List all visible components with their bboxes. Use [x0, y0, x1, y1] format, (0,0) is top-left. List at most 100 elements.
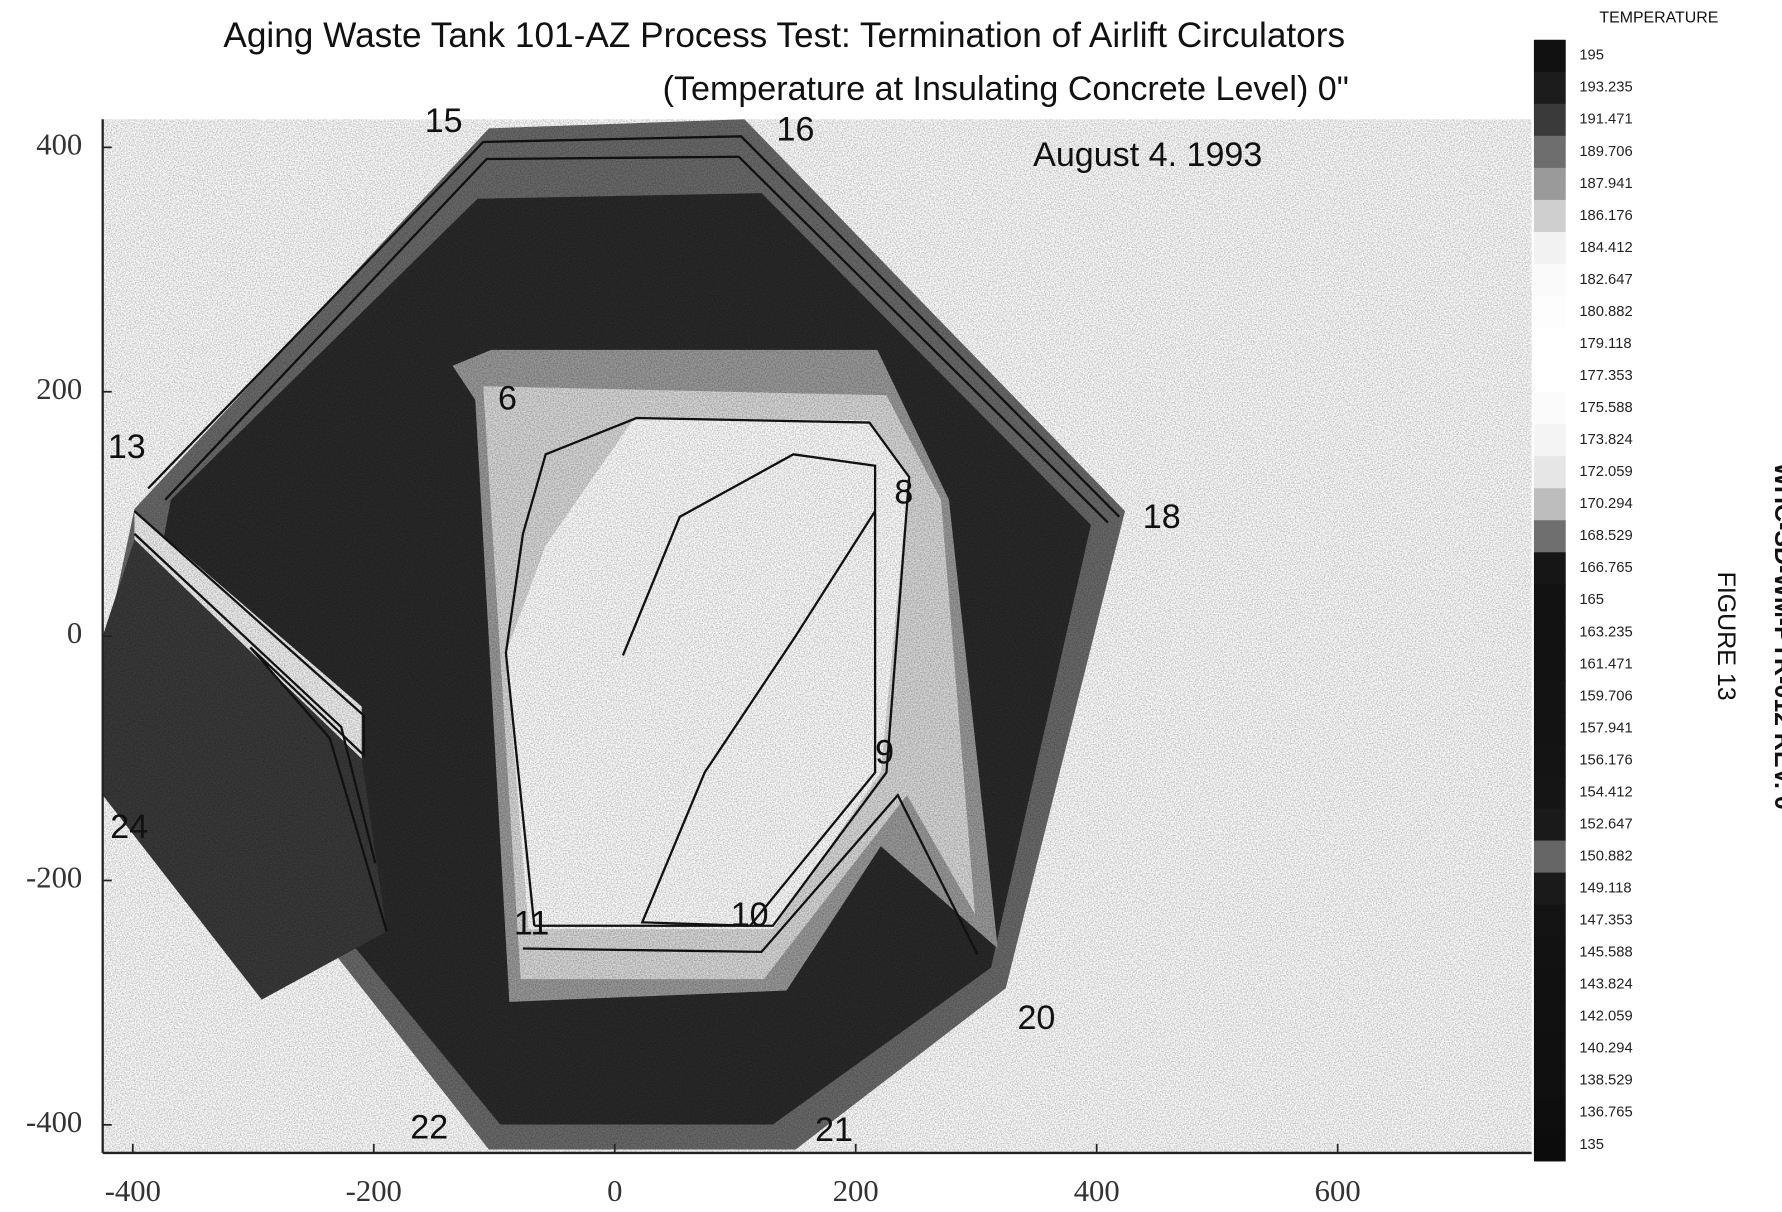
contour-line — [164, 155, 1109, 524]
colorbar-label: 187.941 — [1579, 176, 1632, 192]
thermocouple-label: 16 — [777, 110, 815, 148]
colorbar-segment — [1533, 456, 1566, 489]
colorbar-title: TEMPERATURE — [1599, 9, 1718, 26]
colorbar-segment — [1533, 424, 1566, 457]
colorbar-segment — [1533, 1064, 1566, 1098]
colorbar-segment — [1533, 167, 1566, 201]
colorbar-label: 166.765 — [1579, 560, 1632, 576]
colorbar-label: 177.353 — [1579, 368, 1632, 384]
x-tick-label: -200 — [346, 1174, 402, 1208]
colorbar-segment — [1533, 1128, 1566, 1162]
colorbar-segment — [1533, 360, 1566, 393]
x-tick-label: 0 — [607, 1174, 622, 1208]
colorbar-label: 138.529 — [1579, 1073, 1632, 1089]
x-tick-label: -400 — [105, 1174, 161, 1208]
colorbar-segment — [1533, 584, 1566, 617]
colorbar-segment — [1533, 776, 1566, 810]
colorbar-label: 156.176 — [1579, 752, 1632, 768]
colorbar-label: 184.412 — [1579, 240, 1632, 256]
colorbar-segment — [1533, 1096, 1566, 1130]
thermocouple-label: 24 — [110, 808, 148, 846]
colorbar-label: 172.059 — [1579, 464, 1632, 480]
colorbar-label: 165 — [1579, 592, 1604, 608]
thermocouple-label: 18 — [1143, 498, 1181, 536]
colorbar-label: 142.059 — [1579, 1009, 1632, 1025]
chart-subtitle: (Temperature at Insulating Concrete Leve… — [663, 70, 1349, 108]
colorbar-segment — [1533, 1032, 1566, 1066]
colorbar-label: 159.706 — [1579, 688, 1632, 704]
colorbar-segment — [1533, 488, 1566, 521]
contour-line — [522, 793, 979, 955]
colorbar-segment — [1533, 552, 1566, 585]
thermocouple-label: 13 — [108, 428, 146, 466]
colorbar-label: 168.529 — [1579, 528, 1632, 544]
thermocouple-label: 6 — [498, 379, 517, 417]
colorbar-label: 195 — [1579, 48, 1604, 64]
colorbar-label: 147.353 — [1579, 913, 1632, 929]
thermocouple-label: 22 — [410, 1109, 448, 1147]
document-id: WHC-SD-WM-PTR-012 REV. 0 — [1769, 462, 1782, 809]
colorbar-label: 189.706 — [1579, 144, 1632, 160]
colorbar-label: 191.471 — [1579, 112, 1632, 128]
thermocouple-label: 15 — [425, 102, 463, 140]
colorbar-segment — [1533, 744, 1566, 778]
colorbar-segment — [1533, 680, 1566, 714]
colorbar-label: 175.588 — [1579, 400, 1632, 416]
colorbar-segment — [1533, 231, 1566, 265]
colorbar-segment — [1533, 904, 1566, 938]
colorbar-segment — [1533, 840, 1566, 874]
colorbar-label: 182.647 — [1579, 272, 1632, 288]
x-tick-label: 400 — [1074, 1174, 1120, 1208]
colorbar-label: 163.235 — [1579, 624, 1632, 640]
colorbar-label: 154.412 — [1579, 784, 1632, 800]
contour-line — [504, 416, 911, 927]
colorbar-label: 161.471 — [1579, 656, 1632, 672]
colorbar-label: 186.176 — [1579, 208, 1632, 224]
thermocouple-label: 9 — [875, 734, 894, 772]
colorbar-label: 170.294 — [1579, 496, 1632, 512]
y-tick-label: 400 — [36, 127, 82, 161]
colorbar-segment — [1533, 135, 1566, 169]
colorbar-segment — [1533, 712, 1566, 746]
colorbar-label: 135 — [1579, 1137, 1604, 1153]
chart-title: Aging Waste Tank 101-AZ Process Test: Te… — [223, 16, 1345, 55]
contour-line — [621, 453, 877, 927]
thermocouple-label: 10 — [731, 896, 769, 934]
colorbar-label: 152.647 — [1579, 816, 1632, 832]
colorbar-label: 149.118 — [1579, 881, 1631, 897]
thermocouple-label: 11 — [514, 905, 549, 943]
colorbar-segment — [1533, 103, 1566, 137]
thermocouple-label: 21 — [815, 1111, 853, 1149]
thermocouple-label: 8 — [894, 473, 913, 511]
y-tick-label: 200 — [36, 372, 82, 406]
colorbar-label: 173.824 — [1579, 432, 1632, 448]
colorbar-segment — [1533, 808, 1566, 842]
contour-line — [147, 135, 1121, 518]
colorbar-label: 157.941 — [1579, 720, 1632, 736]
colorbar-segment — [1533, 1000, 1566, 1034]
colorbar-segment — [1533, 616, 1566, 649]
colorbar-label: 179.118 — [1579, 336, 1631, 352]
colorbar-segment — [1533, 936, 1566, 970]
contour-line — [133, 510, 388, 932]
colorbar-segment — [1533, 296, 1566, 329]
colorbar-segment — [1533, 71, 1566, 105]
thermocouple-label: 20 — [1018, 999, 1056, 1037]
colorbar-segment — [1533, 328, 1566, 361]
colorbar-segment — [1533, 392, 1566, 425]
colorbar-label: 150.882 — [1579, 848, 1632, 864]
contour-line — [133, 533, 377, 864]
colorbar-label: 136.765 — [1579, 1105, 1632, 1121]
colorbar-segment — [1533, 648, 1566, 681]
colorbar-label: 143.824 — [1579, 977, 1632, 993]
y-tick-label: -200 — [26, 860, 82, 894]
colorbar-segment — [1533, 263, 1566, 297]
colorbar-label: 180.882 — [1579, 304, 1632, 320]
x-tick-label: 600 — [1315, 1174, 1361, 1208]
colorbar-segment — [1533, 39, 1566, 73]
colorbar-label: 193.235 — [1579, 80, 1632, 96]
annotation: August 4. 1993 — [1033, 136, 1262, 174]
colorbar-label: 145.588 — [1579, 945, 1632, 961]
colorbar-segment — [1533, 520, 1566, 553]
